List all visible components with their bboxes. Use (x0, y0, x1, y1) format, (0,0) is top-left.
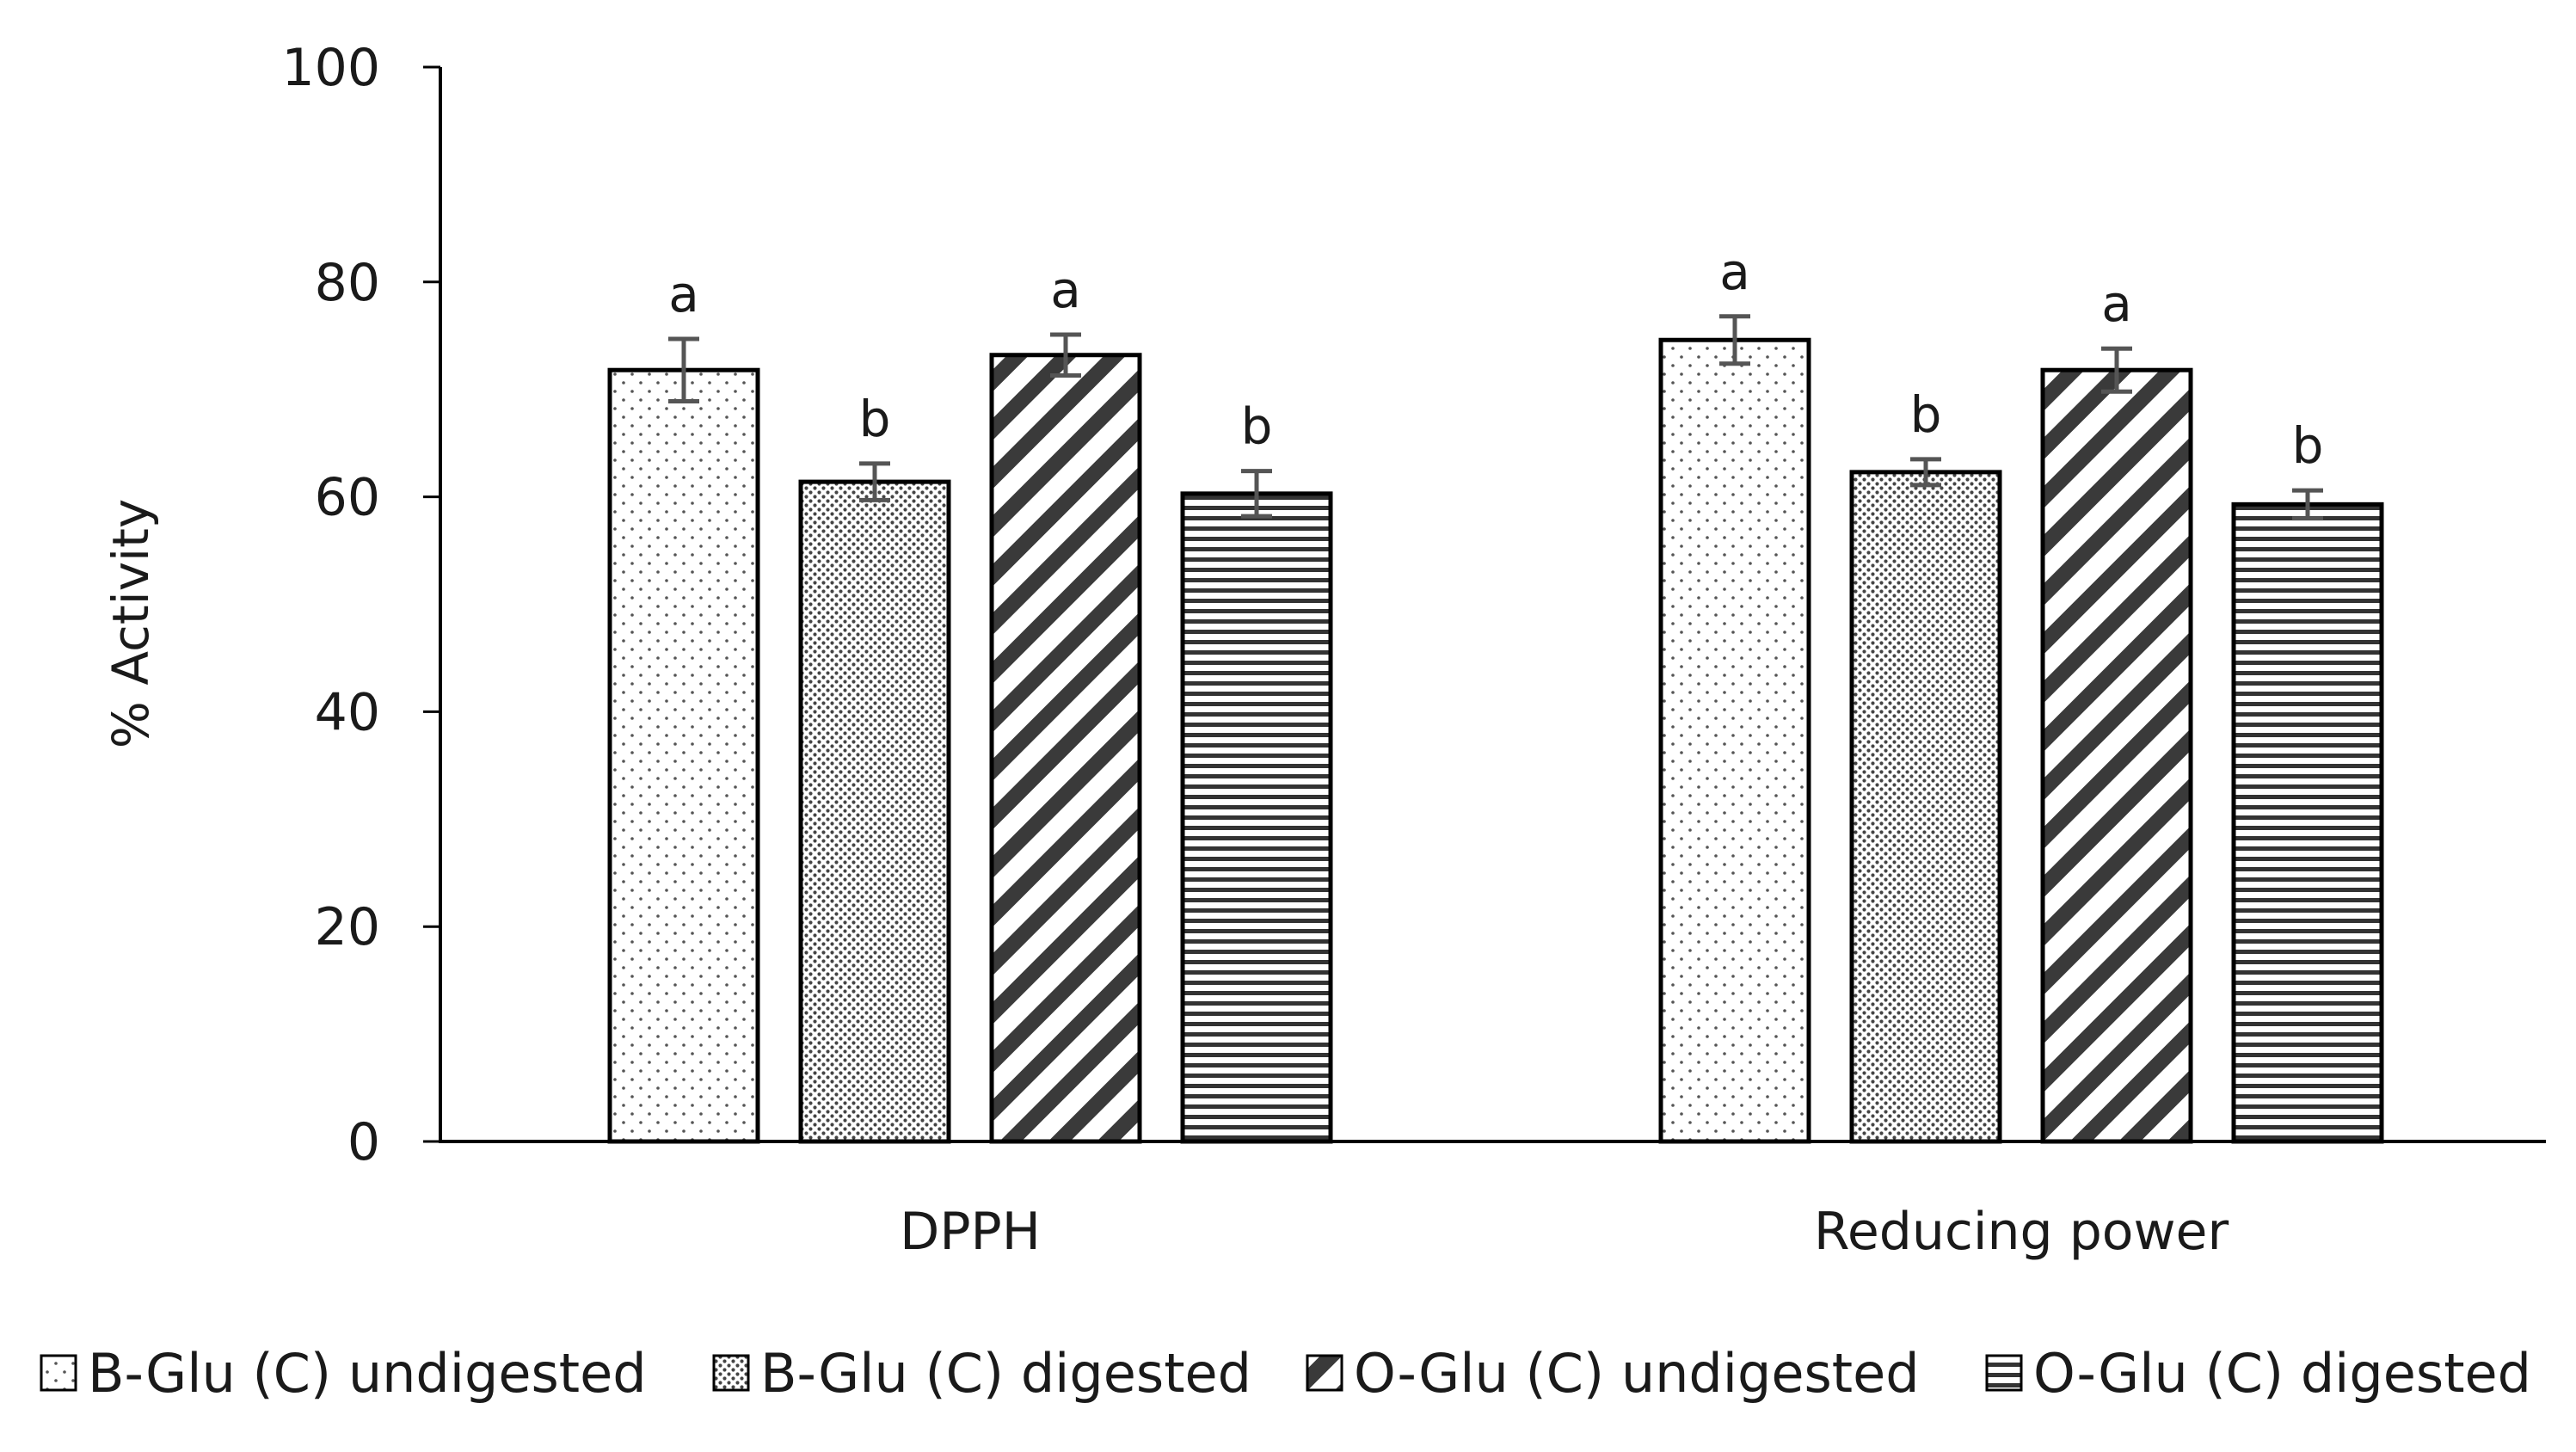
significance-letter: a (668, 265, 699, 323)
legend-label: B-Glu (C) digested (760, 1342, 1251, 1405)
y-axis-ticks: 0 20 40 60 80 100 (281, 38, 440, 1172)
significance-labels: a b a b a b a b (668, 243, 2323, 475)
significance-letter: a (2101, 274, 2132, 333)
error-bar (1719, 314, 1750, 366)
significance-letter: b (859, 390, 891, 448)
legend-item: B-Glu (C) undigested (40, 1342, 647, 1405)
legend-swatch (1306, 1354, 1343, 1392)
error-bar (1241, 469, 1272, 519)
legend-label: O-Glu (C) undigested (1354, 1342, 1920, 1405)
bar-b-glu-c-undigested-reducing-power (1658, 337, 1811, 1144)
significance-letter: a (1719, 243, 1750, 301)
category-label: DPPH (900, 1202, 1041, 1262)
legend-swatch (1985, 1354, 2023, 1392)
y-tick-label: 20 (315, 897, 380, 957)
bar-b-glu-c-undigested-dpph (607, 367, 760, 1144)
legend-swatch (40, 1354, 77, 1392)
y-tick-label: 40 (315, 682, 380, 742)
y-axis-title: % Activity (101, 499, 160, 748)
legend-label: B-Glu (C) undigested (88, 1342, 647, 1405)
error-bar (668, 336, 699, 403)
legend-swatch (712, 1354, 750, 1392)
category-label: Reducing power (1814, 1202, 2229, 1262)
legend: B-Glu (C) undigested B-Glu (C) digested O-… (40, 1342, 2531, 1405)
error-bar (2292, 488, 2323, 521)
error-bar (1050, 332, 1081, 378)
error-bars (668, 314, 2323, 521)
bar-o-glu-c-digested-reducing-power (2231, 501, 2384, 1144)
legend-item: B-Glu (C) digested (712, 1342, 1251, 1405)
error-bar (859, 461, 890, 502)
bar-o-glu-c-undigested-dpph (989, 353, 1142, 1144)
significance-letter: b (2292, 416, 2324, 475)
legend-item: O-Glu (C) digested (1985, 1342, 2531, 1405)
bar-o-glu-c-undigested-reducing-power (2040, 367, 2193, 1144)
y-tick-label: 80 (315, 253, 380, 313)
legend-label: O-Glu (C) digested (2033, 1342, 2531, 1405)
category-labels: DPPH Reducing power (900, 1202, 2229, 1262)
bars (607, 337, 2384, 1144)
y-tick-label: 60 (315, 468, 380, 528)
error-bar (2101, 346, 2132, 394)
y-tick-label: 100 (281, 38, 380, 98)
error-bar (1910, 457, 1941, 488)
significance-letter: b (1241, 397, 1273, 456)
bar-b-glu-c-digested-reducing-power (1849, 470, 2002, 1144)
significance-letter: a (1050, 261, 1081, 319)
bar-b-glu-c-digested-dpph (798, 479, 951, 1144)
legend-item: O-Glu (C) undigested (1306, 1342, 1920, 1405)
bar-o-glu-c-digested-dpph (1180, 491, 1333, 1144)
y-tick-label: 0 (347, 1112, 380, 1172)
significance-letter: b (1910, 385, 1942, 444)
